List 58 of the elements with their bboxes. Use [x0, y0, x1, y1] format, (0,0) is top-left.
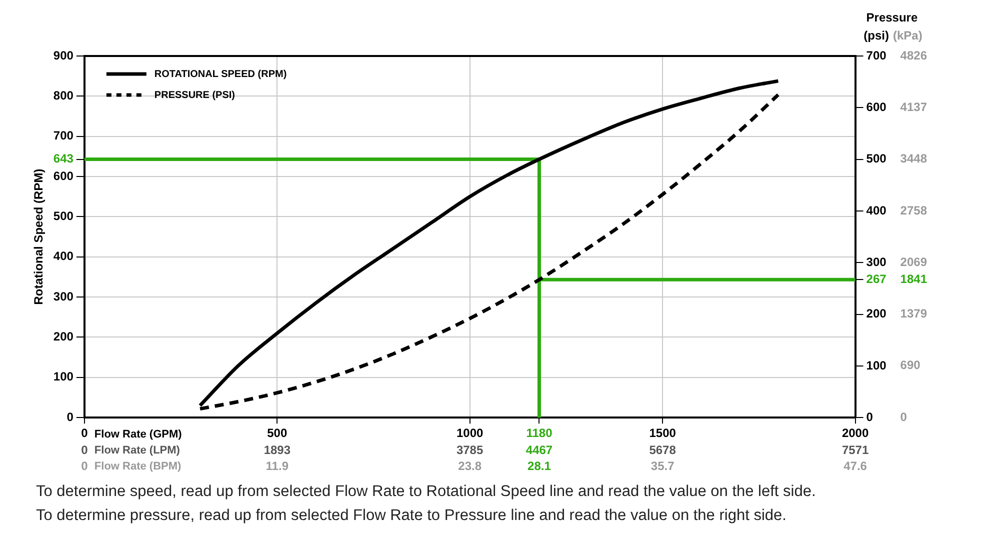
y-tick-label: 200: [53, 330, 74, 344]
y-tick-label: 300: [53, 289, 74, 304]
y3-tick-label: 4137: [900, 100, 928, 114]
y3-axis-title: (kPa): [892, 28, 922, 42]
legend-label: ROTATIONAL SPEED (RPM): [154, 68, 287, 80]
y-tick-label: 500: [53, 209, 74, 224]
y3-tick-label: 3448: [900, 152, 928, 166]
x-tick-label: 1500: [649, 426, 676, 440]
y-tick-label: 0: [66, 410, 74, 424]
x2-tick-label: 7571: [842, 442, 869, 457]
text: Pressure: [866, 10, 918, 24]
text: To determine pressure, read up from selected Flow Rate to Pressure line and read the value on the right side.: [35, 506, 788, 526]
y2-tick-label: 700: [866, 48, 887, 62]
x-axis-title: Flow Rate (GPM): [94, 428, 182, 441]
y3-tick-label: 2758: [900, 203, 928, 218]
x-tick-label: 1180: [526, 426, 553, 440]
y-axis-title: Rotational Speed (RPM): [32, 168, 46, 305]
x2-tick-label: 5678: [649, 442, 676, 457]
x2-tick-label: 4467: [526, 442, 553, 457]
y3-tick-label: 4826: [900, 48, 928, 62]
x2-tick-label: 3785: [456, 442, 484, 457]
text: 23.8: [458, 458, 482, 473]
y-tick-label: 800: [53, 88, 74, 102]
y3-tick-label: 2069: [900, 254, 928, 269]
y2-tick-label: 400: [866, 203, 887, 218]
y2-tick-label: 0: [866, 410, 874, 424]
text: Flow Rate (BPM): [94, 460, 182, 473]
x2-tick-label: 1893: [264, 442, 291, 457]
text: 11.9: [266, 458, 289, 473]
x-tick-label: 2000: [842, 426, 869, 440]
text: 0: [81, 458, 88, 473]
y2-tick-label: 500: [866, 152, 887, 166]
x-tick-label: 1000: [456, 426, 484, 440]
y2-tick-label: 200: [866, 306, 887, 321]
x2-tick-label: 0: [81, 442, 88, 457]
y-tick-label: 643: [53, 152, 74, 166]
y3-tick-label: 690: [900, 358, 921, 372]
y-tick-label: 100: [53, 370, 74, 384]
y3-tick-label: 1841: [900, 272, 928, 286]
y2-tick-label: 267: [866, 272, 887, 286]
y-tick-label: 600: [53, 168, 74, 183]
legend-label: PRESSURE (PSI): [154, 90, 235, 101]
text: To determine speed, read up from selected Flow Rate to Rotational Speed line and read the value on the left side.: [35, 482, 817, 502]
text: 47.6: [844, 458, 868, 473]
y2-axis-title: (psi): [864, 28, 889, 42]
x2-axis-title: Flow Rate (LPM): [94, 444, 180, 457]
y2-tick-label: 600: [866, 100, 887, 114]
y3-tick-label: 0: [900, 410, 908, 424]
x-tick-label: 500: [267, 426, 288, 440]
y2-tick-label: 100: [866, 358, 887, 372]
text: 28.1: [528, 458, 552, 473]
y-tick-label: 400: [53, 249, 74, 264]
y3-tick-label: 1379: [900, 306, 928, 321]
y-tick-label: 700: [53, 128, 74, 143]
text: 35.7: [650, 458, 675, 473]
y2-tick-label: 300: [866, 254, 887, 269]
y-tick-label: 900: [53, 48, 74, 62]
x-tick-label: 0: [81, 426, 88, 440]
